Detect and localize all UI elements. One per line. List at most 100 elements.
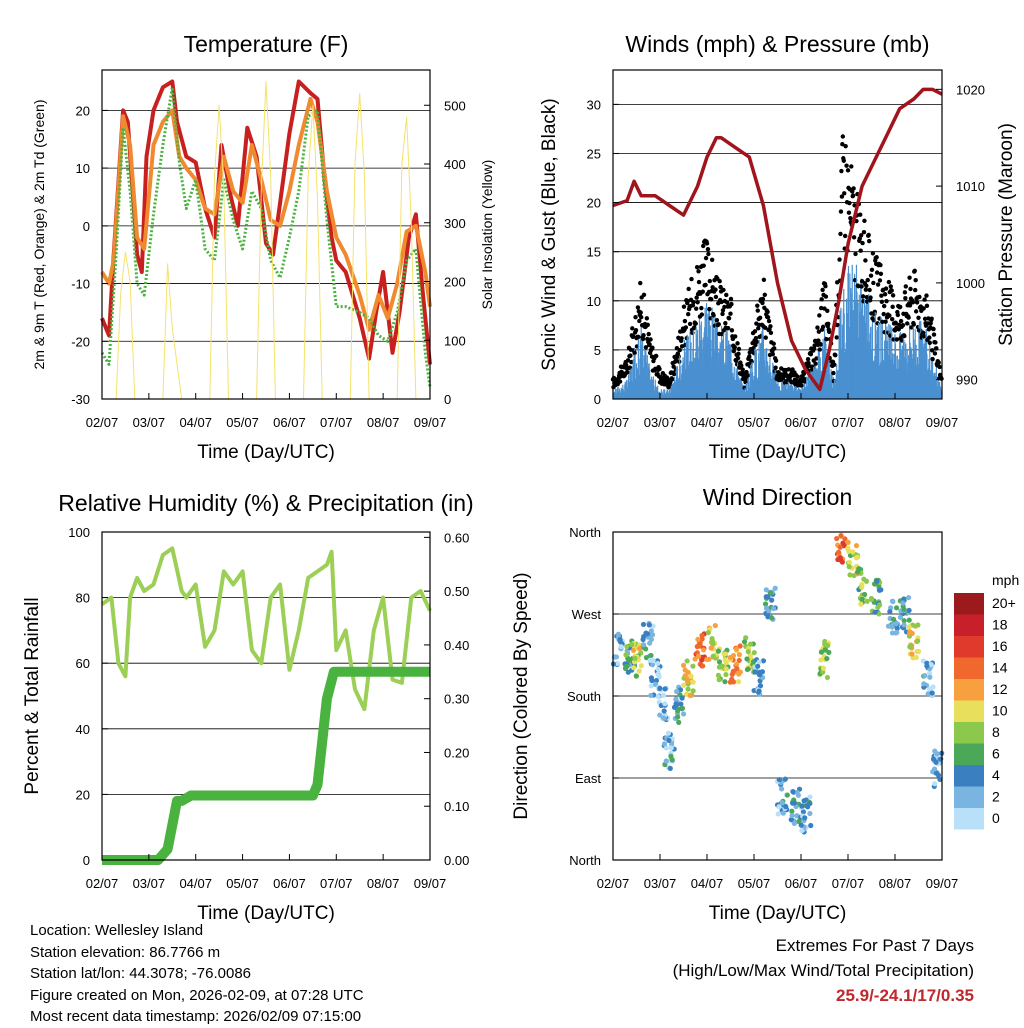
y2-tick-label: 200	[444, 275, 466, 290]
direction-point	[741, 639, 748, 645]
gust-point	[805, 356, 811, 362]
direction-point	[689, 679, 696, 685]
gust-point	[644, 316, 650, 321]
direction-point	[807, 810, 813, 817]
legend-label: 14	[992, 660, 1008, 676]
direction-point	[776, 777, 782, 783]
legend-title: mph	[992, 572, 1019, 588]
direction-point	[864, 598, 870, 604]
y-tick-label: -10	[71, 277, 90, 292]
x-tick-label: 09/07	[926, 876, 959, 891]
direction-point	[846, 564, 852, 570]
gust-point	[861, 230, 867, 235]
plot-frame	[612, 69, 943, 400]
direction-point	[727, 654, 733, 661]
gust-point	[648, 337, 653, 342]
gust-point	[622, 373, 627, 378]
y-tick-label: -20	[71, 334, 90, 349]
gust-point	[786, 367, 791, 372]
series-9m-t	[100, 96, 432, 332]
gust-point	[755, 303, 760, 308]
gust-point	[871, 280, 876, 286]
direction-point	[709, 639, 716, 645]
gust-point	[882, 292, 888, 297]
direction-point	[760, 658, 767, 664]
gust-point	[905, 321, 910, 326]
y-tick-label: 0	[83, 219, 90, 234]
gust-point	[851, 235, 857, 240]
direction-point	[633, 673, 639, 679]
direction-point	[751, 687, 757, 694]
direction-point	[807, 794, 813, 800]
gust-point	[695, 300, 700, 305]
gust-point	[866, 238, 872, 244]
x-tick-label: 04/07	[179, 415, 212, 430]
gust-point	[729, 328, 735, 333]
direction-point	[788, 817, 794, 823]
direction-point	[885, 623, 892, 629]
y-tick-label: 20	[587, 196, 601, 211]
direction-point	[845, 539, 851, 545]
y-tick-label: 25	[587, 146, 601, 161]
direction-point	[710, 653, 716, 659]
direction-point	[655, 666, 661, 672]
y-axis-label: Sonic Wind & Gust (Blue, Black)	[539, 98, 560, 370]
direction-point	[692, 656, 698, 662]
y-tick-label: 0	[594, 392, 601, 407]
direction-point	[690, 688, 696, 694]
y2-tick-label: 0.10	[444, 799, 469, 814]
gust-point	[808, 352, 814, 357]
direction-point	[614, 660, 621, 667]
y2-tick-label: 0.20	[444, 745, 469, 760]
gust-point	[927, 340, 932, 346]
y-axis-label: 2m & 9m T (Red, Orange) & 2m Td (Green)	[31, 100, 47, 370]
gust-point	[917, 294, 922, 300]
gust-point	[762, 292, 768, 297]
gust-point	[735, 341, 740, 346]
legend-swatch	[954, 765, 984, 787]
legend-label: 10	[992, 703, 1008, 719]
direction-point	[850, 549, 856, 555]
gust-point	[847, 200, 852, 206]
gust-point	[765, 309, 770, 315]
gust-point	[773, 365, 778, 370]
gust-point	[894, 337, 900, 342]
gust-point	[874, 270, 880, 275]
gust-point	[681, 304, 687, 309]
direction-point	[890, 616, 897, 623]
legend-label: 20+	[992, 595, 1016, 611]
direction-point	[890, 598, 896, 605]
y-tick-label: -30	[71, 392, 90, 407]
y2-tick-label: 300	[444, 216, 466, 231]
legend-swatch	[954, 722, 984, 744]
direction-point	[802, 815, 808, 821]
gust-point	[879, 299, 885, 305]
direction-point	[684, 658, 690, 664]
gust-point	[823, 294, 829, 299]
gust-point	[903, 295, 908, 301]
direction-point	[661, 741, 668, 747]
direction-point	[935, 772, 942, 778]
gust-point	[703, 282, 708, 288]
gust-point	[922, 316, 928, 322]
gust-point	[654, 353, 659, 359]
direction-point	[915, 622, 921, 628]
direction-point	[722, 657, 728, 663]
direction-point	[649, 632, 656, 638]
direction-point	[675, 714, 681, 720]
x-tick-label: 05/07	[738, 876, 771, 891]
gust-point	[878, 262, 883, 268]
y-tick-label: North	[569, 525, 601, 540]
gust-point	[831, 370, 836, 376]
direction-point	[798, 822, 804, 828]
direction-point	[737, 669, 743, 675]
gust-point	[842, 191, 847, 196]
gust-point	[754, 339, 760, 344]
direction-point	[752, 669, 758, 675]
y-tick-label: 20	[76, 787, 90, 802]
direction-point	[875, 604, 881, 611]
gust-point	[898, 318, 904, 324]
gust-point	[752, 329, 758, 334]
gust-point	[849, 164, 854, 169]
y2-tick-label: 100	[444, 333, 466, 348]
